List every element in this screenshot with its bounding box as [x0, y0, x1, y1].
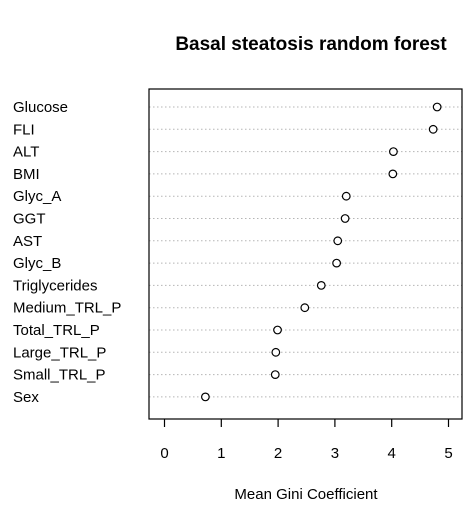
- category-labels: Glucose FLI ALT BMI Glyc_A GGT AST Glyc_B Trigly…: [13, 99, 121, 406]
- category-label-small-trl-p: Small_TRL_P: [13, 367, 106, 384]
- data-point-bmi: [388, 169, 398, 179]
- chart-title: Basal steatosis random forest: [175, 34, 447, 55]
- category-label-ast: AST: [13, 233, 42, 250]
- x-tick-label-2: 2: [274, 445, 282, 462]
- x-tick-label-1: 1: [217, 445, 225, 462]
- category-label-glucose: Glucose: [13, 99, 68, 116]
- category-label-sex: Sex: [13, 389, 39, 406]
- category-label-total-trl-p: Total_TRL_P: [13, 322, 100, 339]
- category-label-fli: FLI: [13, 121, 35, 138]
- category-label-large-trl-p: Large_TRL_P: [13, 344, 106, 361]
- x-tick-label-3: 3: [331, 445, 339, 462]
- data-point-glyc-a: [341, 191, 351, 201]
- data-point-triglycerides: [316, 281, 326, 290]
- x-axis-title: Mean Gini Coefficient: [234, 486, 378, 503]
- data-points: [200, 102, 442, 402]
- category-label-triglycerides: Triglycerides: [13, 277, 97, 294]
- plot-frame: [148, 88, 463, 420]
- category-label-bmi: BMI: [13, 166, 40, 183]
- grid-layer: [149, 106, 462, 398]
- category-label-ggt: GGT: [13, 211, 46, 228]
- data-point-ast: [333, 236, 343, 246]
- data-point-fli: [428, 124, 438, 134]
- data-point-glucose: [432, 102, 442, 112]
- data-point-glyc-b: [332, 258, 342, 268]
- data-point-ggt: [340, 214, 350, 223]
- category-label-alt: ALT: [13, 144, 39, 161]
- x-tick-label-5: 5: [444, 445, 452, 462]
- category-label-glyc-b: Glyc_B: [13, 255, 61, 272]
- category-label-medium-trl-p: Medium_TRL_P: [13, 300, 121, 317]
- category-label-glyc-a: Glyc_A: [13, 188, 61, 205]
- data-point-alt: [389, 147, 398, 157]
- data-point-large-trl-p: [271, 347, 281, 357]
- data-point-total-trl-p: [273, 325, 282, 335]
- x-axis: 0 1 2 3 4 5: [160, 419, 453, 462]
- data-point-sex: [200, 392, 210, 402]
- x-tick-label-0: 0: [160, 445, 168, 462]
- data-point-medium-trl-p: [300, 303, 310, 313]
- x-tick-label-4: 4: [388, 445, 396, 462]
- data-point-small-trl-p: [270, 370, 280, 380]
